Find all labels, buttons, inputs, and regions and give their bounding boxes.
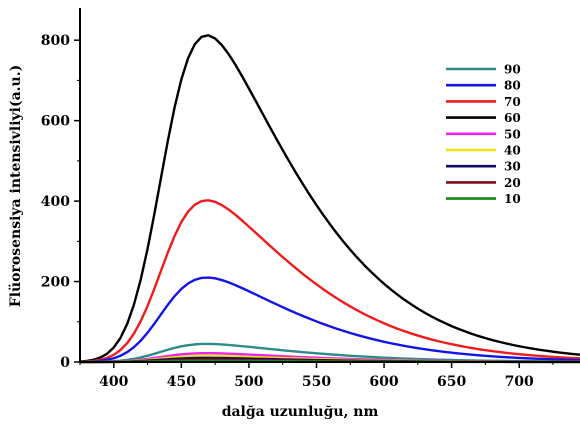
series-line-80 <box>79 276 580 364</box>
y-axis-label: Flüorosensiya intensivliyi(a.u.) <box>8 65 24 307</box>
y-tick-label-200: 200 <box>41 275 70 291</box>
legend-label-60: 60 <box>504 111 521 125</box>
legend-label-90: 90 <box>504 63 521 77</box>
series-line-60 <box>79 34 580 363</box>
y-tick-label-0: 0 <box>60 355 70 371</box>
y-ticks: 0 200 400 600 800 <box>41 33 80 371</box>
x-tick-label-700: 700 <box>505 374 534 390</box>
legend-label-70: 70 <box>504 95 521 109</box>
x-tick-label-500: 500 <box>234 374 263 390</box>
x-ticks: 400 450 500 550 600 650 700 <box>79 362 554 390</box>
legend: 90 80 70 60 50 40 30 20 10 <box>446 63 521 206</box>
x-axis-label: dalğa uzunluğu, nm <box>222 404 379 420</box>
legend-label-20: 20 <box>504 176 521 190</box>
x-tick-label-600: 600 <box>369 374 398 390</box>
y-tick-label-400: 400 <box>41 194 70 210</box>
legend-label-30: 30 <box>504 160 521 174</box>
x-tick-label-550: 550 <box>302 374 331 390</box>
y-tick-label-600: 600 <box>41 114 70 130</box>
x-tick-label-400: 400 <box>99 374 128 390</box>
x-tick-label-650: 650 <box>437 374 466 390</box>
legend-label-50: 50 <box>504 127 521 141</box>
series-line-70 <box>79 199 580 363</box>
x-tick-label-450: 450 <box>167 374 196 390</box>
legend-label-80: 80 <box>504 79 521 93</box>
legend-label-40: 40 <box>504 144 521 158</box>
y-tick-label-800: 800 <box>41 33 70 49</box>
legend-label-10: 10 <box>504 192 521 206</box>
